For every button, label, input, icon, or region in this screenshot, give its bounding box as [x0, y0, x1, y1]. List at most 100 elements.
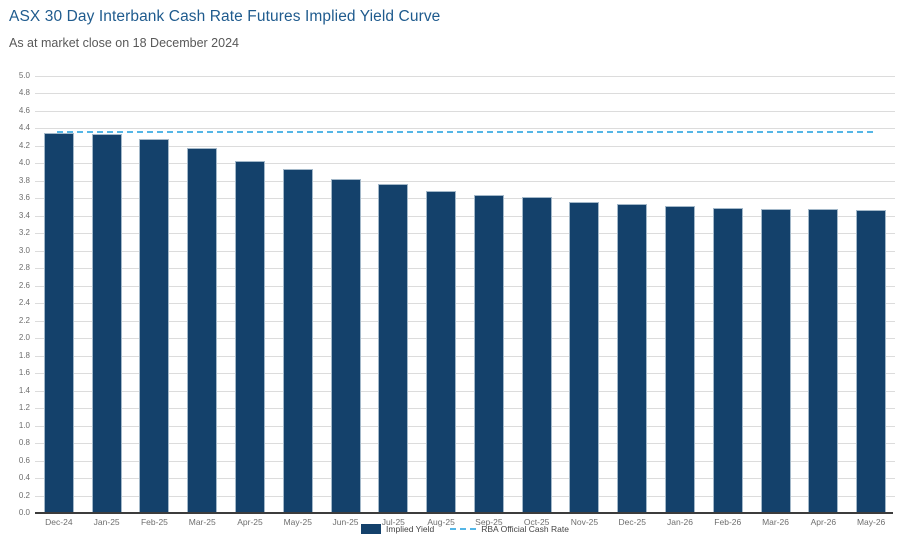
- chart-legend: Implied Yield RBA Official Cash Rate: [35, 524, 895, 534]
- x-axis-line: [35, 512, 893, 514]
- y-axis-tick-label: 1.6: [18, 368, 30, 377]
- gridline: [35, 233, 895, 234]
- gridline: [35, 478, 895, 479]
- x-axis-tick-label: Jul-25: [381, 517, 405, 527]
- gridline: [35, 285, 895, 287]
- bar-feb-26[interactable]: [712, 207, 743, 512]
- bar-jan-26[interactable]: [665, 205, 695, 512]
- y-axis-tick-label: 0.4: [18, 473, 30, 482]
- y-axis-tick-label: 3.4: [18, 210, 30, 220]
- x-axis-tick-label: Sep-25: [475, 517, 503, 527]
- x-axis-tick-label: May-25: [283, 517, 312, 527]
- implied-yield-swatch-icon: [361, 524, 382, 534]
- y-axis-tick-label: 3.2: [18, 228, 30, 237]
- bar-jun-25[interactable]: [330, 178, 361, 512]
- bar-oct-25[interactable]: [521, 197, 552, 512]
- x-axis-tick-label: Apr-25: [237, 517, 263, 527]
- bar-mar-25[interactable]: [187, 148, 218, 512]
- gridline: [35, 110, 895, 112]
- x-axis-tick-label: Dec-25: [618, 517, 646, 527]
- gridline: [35, 460, 895, 462]
- x-axis-tick-label: Jan-26: [667, 517, 693, 527]
- x-axis-tick-label: Feb-25: [140, 517, 168, 527]
- y-axis-tick-label: 0.8: [18, 438, 30, 447]
- bar-nov-25[interactable]: [569, 201, 600, 512]
- gridline: [35, 198, 895, 199]
- x-axis-tick-label: Mar-26: [762, 517, 790, 527]
- gridline: [35, 180, 895, 182]
- bar-mar-26[interactable]: [760, 209, 791, 512]
- y-axis-tick-label: 2.0: [18, 333, 30, 342]
- y-axis-tick-label: 4.4: [18, 123, 30, 132]
- y-axis-tick-label: 1.0: [18, 420, 30, 430]
- bar-aug-25[interactable]: [426, 191, 457, 512]
- x-axis-tick-label: Dec-24: [45, 517, 73, 527]
- bar-feb-25[interactable]: [139, 139, 170, 512]
- legend-label: RBA Official Cash Rate: [481, 524, 569, 534]
- gridline: [35, 215, 895, 217]
- chart-subtitle: As at market close on 18 December 2024: [9, 36, 239, 50]
- y-axis-tick-label: 2.2: [18, 315, 30, 325]
- legend-label: Implied Yield: [386, 524, 435, 534]
- y-axis-tick-label: 4.6: [18, 105, 30, 115]
- y-axis-tick-label: 0.0: [18, 508, 30, 517]
- gridline: [35, 250, 895, 252]
- x-axis-tick-label: Feb-26: [714, 517, 742, 527]
- y-axis-tick-label: 1.4: [18, 385, 30, 395]
- rba-official-cash-rate-line: [56, 131, 874, 134]
- x-axis-tick-label: Nov-25: [570, 517, 599, 527]
- bar-may-26[interactable]: [856, 210, 887, 512]
- legend-item-rba-cash-rate[interactable]: RBA Official Cash Rate: [450, 524, 569, 534]
- y-axis-tick-label: 1.8: [18, 350, 30, 360]
- gridline: [35, 145, 895, 147]
- gridline: [35, 163, 895, 164]
- bar-jan-25[interactable]: [91, 134, 122, 512]
- y-axis-tick-label: 1.2: [18, 403, 30, 412]
- y-axis-tick-label: 2.4: [18, 298, 30, 307]
- gridline: [35, 373, 895, 374]
- x-axis-tick-label: Apr-26: [810, 517, 837, 527]
- chart-title: ASX 30 Day Interbank Cash Rate Futures I…: [9, 8, 441, 25]
- x-axis-tick-label: Mar-25: [188, 517, 216, 527]
- bar-dec-25[interactable]: [617, 204, 648, 512]
- y-axis-tick-label: 3.8: [18, 175, 30, 185]
- bar-jul-25[interactable]: [378, 184, 409, 512]
- gridline: [35, 495, 895, 497]
- gridline: [35, 443, 895, 444]
- gridline: [35, 355, 895, 357]
- x-axis-tick-label: Jan-25: [93, 517, 120, 527]
- y-axis-tick-label: 0.2: [18, 490, 30, 500]
- gridline: [35, 320, 895, 322]
- y-axis-tick-label: 3.6: [18, 193, 30, 202]
- gridline: [35, 93, 895, 94]
- x-axis-tick-label: Oct-25: [523, 517, 550, 527]
- y-axis-tick-label: 0.6: [18, 455, 30, 465]
- x-axis-tick-label: Jun-25: [332, 517, 359, 527]
- gridline: [35, 408, 895, 409]
- y-axis-tick-label: 4.0: [18, 158, 30, 167]
- y-axis-tick-label: 4.8: [18, 88, 30, 97]
- legend-item-implied-yield[interactable]: Implied Yield: [361, 524, 434, 534]
- bar-dec-24[interactable]: [43, 133, 74, 512]
- y-axis-tick-label: 4.2: [18, 140, 30, 150]
- bar-apr-26[interactable]: [808, 208, 839, 512]
- gridline: [35, 303, 895, 304]
- y-axis-tick-label: 2.6: [18, 280, 30, 290]
- bar-sep-25[interactable]: [473, 194, 504, 512]
- gridline: [35, 338, 895, 339]
- x-axis-tick-label: Aug-25: [427, 517, 455, 527]
- y-axis-tick-label: 2.8: [18, 263, 30, 272]
- gridline: [35, 128, 895, 129]
- gridline: [35, 390, 895, 392]
- gridline: [35, 75, 895, 77]
- gridline: [35, 268, 895, 269]
- y-axis-tick-label: 5.0: [18, 70, 30, 80]
- rba-cash-rate-dash-icon: [450, 528, 477, 530]
- y-axis-tick-label: 3.0: [18, 245, 30, 255]
- x-axis-tick-label: May-26: [856, 517, 886, 527]
- bar-may-25[interactable]: [282, 169, 313, 512]
- bar-apr-25[interactable]: [235, 161, 265, 512]
- gridline: [35, 425, 895, 427]
